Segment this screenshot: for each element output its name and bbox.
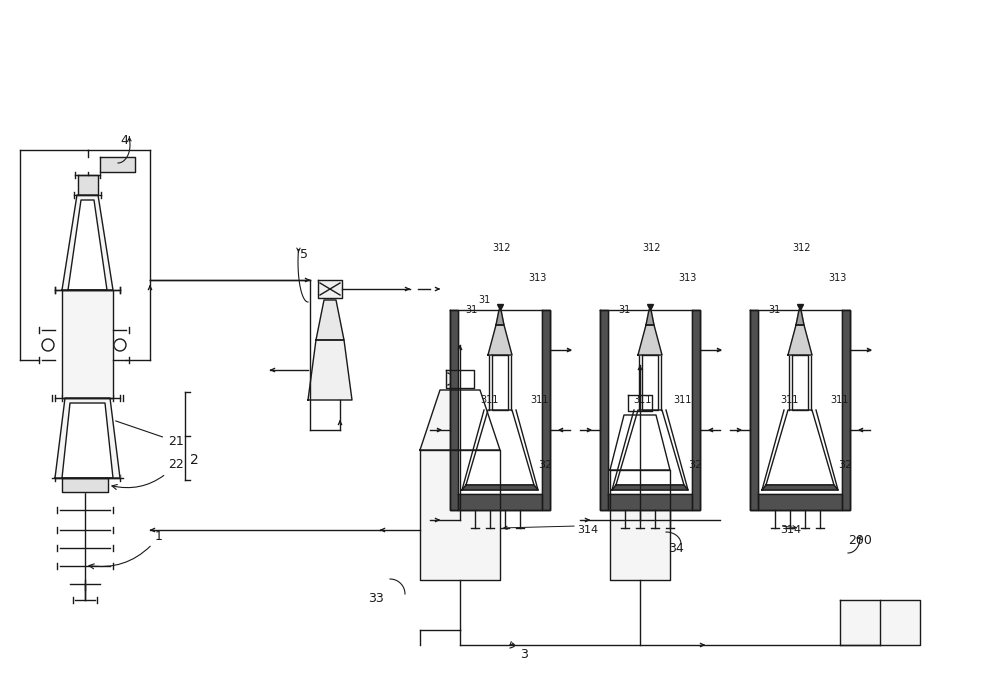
Polygon shape [758,494,842,510]
Polygon shape [308,340,352,400]
Polygon shape [62,195,113,290]
Polygon shape [610,470,670,580]
Polygon shape [446,370,474,388]
Text: 4: 4 [120,134,128,147]
Polygon shape [616,410,684,485]
Polygon shape [462,485,538,490]
Polygon shape [62,290,113,398]
Text: 31: 31 [618,305,630,315]
Polygon shape [450,310,550,510]
Polygon shape [638,325,662,355]
Polygon shape [78,175,98,195]
Text: 5: 5 [300,248,308,262]
Polygon shape [612,485,688,490]
Text: 311: 311 [633,395,651,405]
Polygon shape [466,410,534,485]
Polygon shape [488,325,512,355]
Polygon shape [100,157,135,172]
Text: 32: 32 [688,460,702,470]
Polygon shape [762,485,838,490]
Text: 311: 311 [673,395,691,405]
Text: 1: 1 [89,530,163,569]
Polygon shape [840,600,920,645]
Polygon shape [692,310,700,510]
Polygon shape [600,310,608,510]
Text: 22: 22 [112,458,184,489]
Text: 2: 2 [190,453,199,467]
Text: 32: 32 [538,460,552,470]
Polygon shape [628,395,652,411]
Polygon shape [420,450,500,580]
Polygon shape [492,355,508,410]
Text: 21: 21 [116,421,184,448]
Polygon shape [62,403,113,478]
Polygon shape [600,310,700,510]
Text: 312: 312 [642,243,660,253]
Polygon shape [750,310,850,510]
Text: 313: 313 [528,273,546,283]
Polygon shape [55,398,120,478]
Polygon shape [450,310,458,510]
Text: 311: 311 [530,395,548,405]
Polygon shape [316,300,344,340]
Text: 32: 32 [838,460,852,470]
Polygon shape [496,310,504,325]
Polygon shape [542,310,550,510]
Text: 314: 314 [780,525,801,535]
Text: 31: 31 [478,295,490,305]
Polygon shape [750,310,758,510]
Text: 312: 312 [792,243,810,253]
Polygon shape [608,494,692,510]
Text: 311: 311 [830,395,848,405]
Text: 31: 31 [768,305,780,315]
Polygon shape [788,325,812,355]
Text: 313: 313 [828,273,846,283]
Polygon shape [646,310,654,325]
Polygon shape [62,478,108,492]
Polygon shape [420,390,500,450]
Polygon shape [766,410,834,485]
Polygon shape [842,310,850,510]
Text: 33: 33 [368,592,384,605]
Polygon shape [610,415,670,470]
Polygon shape [318,280,342,298]
Text: 313: 313 [678,273,696,283]
Polygon shape [796,310,804,325]
Polygon shape [642,355,658,410]
Text: 200: 200 [848,534,872,547]
Text: 31: 31 [465,305,477,315]
Polygon shape [792,355,808,410]
Text: 311: 311 [780,395,798,405]
Text: 314: 314 [577,525,598,535]
Polygon shape [458,494,542,510]
Text: 34: 34 [668,542,684,554]
Text: 3: 3 [520,648,528,662]
Polygon shape [68,200,107,290]
Text: 311: 311 [480,395,498,405]
Text: 312: 312 [492,243,511,253]
